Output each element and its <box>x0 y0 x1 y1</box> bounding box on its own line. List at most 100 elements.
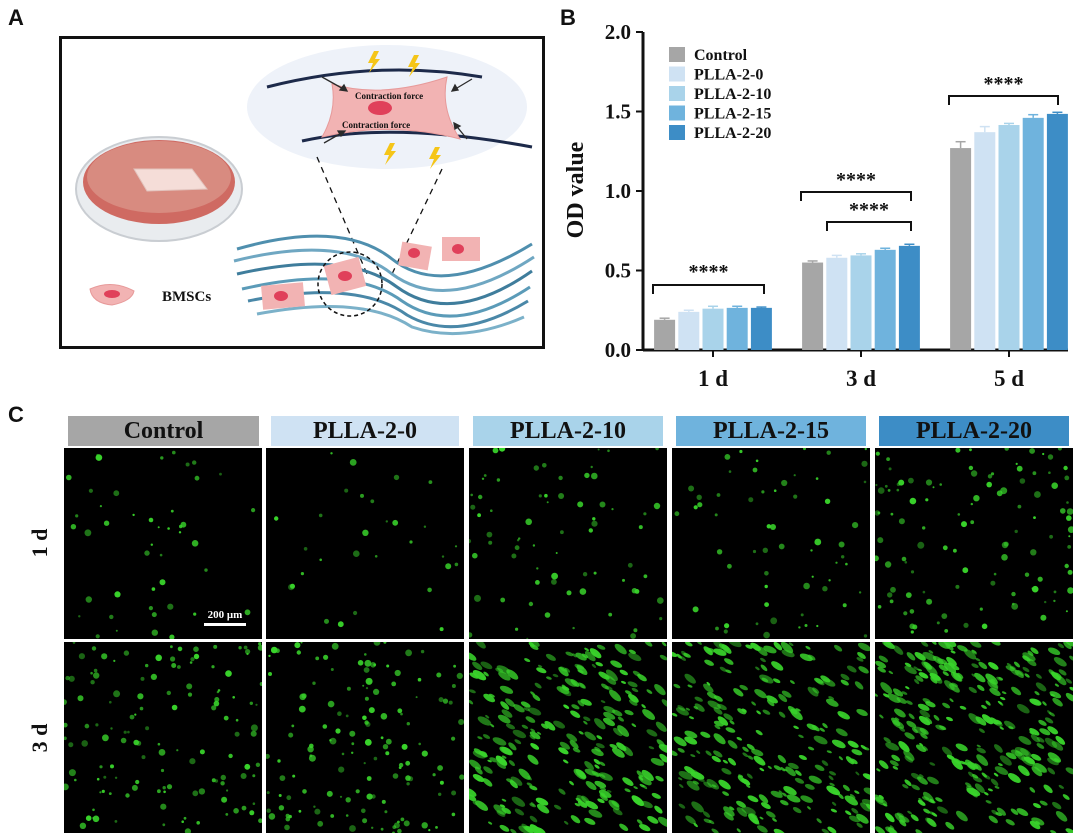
column-header-plla-2-20: PLLA-2-20 <box>879 416 1069 446</box>
cell-signal <box>736 800 746 808</box>
cell-signal <box>655 721 667 732</box>
cell-signal <box>583 716 591 722</box>
cell-signal <box>157 526 160 529</box>
cell-signal <box>973 495 980 502</box>
cell-signal <box>580 698 592 706</box>
cell-signal <box>691 801 704 813</box>
cell-signal <box>157 742 161 746</box>
cell-signal <box>78 615 81 618</box>
cell-signal <box>894 708 906 718</box>
cell-signal <box>544 720 556 731</box>
cell-signal <box>812 687 820 694</box>
cell-signal <box>942 545 948 551</box>
cell-signal <box>565 651 574 657</box>
cell-signal <box>918 672 929 679</box>
cell-signal <box>451 790 457 796</box>
cell-signal <box>694 703 705 712</box>
cell-signal <box>757 825 768 833</box>
cell-signal <box>741 708 747 712</box>
cell-signal <box>423 525 427 528</box>
cell-signal <box>854 790 860 794</box>
cell-signal <box>346 686 351 691</box>
cell-signal <box>609 689 622 702</box>
cell-signal <box>655 775 664 782</box>
cell-signal <box>759 816 764 820</box>
cell-signal <box>917 776 928 785</box>
cell-signal <box>599 761 606 766</box>
cell-signal <box>727 740 738 749</box>
cell-signal <box>1023 756 1035 765</box>
cell-signal <box>1013 661 1021 668</box>
cell-signal <box>385 520 388 523</box>
cell-signal <box>792 807 802 814</box>
cell-signal <box>380 827 384 831</box>
cell-signal <box>386 664 390 668</box>
cell-signal <box>397 828 402 833</box>
cell-signal <box>364 653 367 656</box>
cell-signal <box>1019 478 1026 484</box>
cell-signal <box>488 540 493 545</box>
cell-signal <box>109 700 112 704</box>
cell-signal <box>284 824 290 831</box>
cell-signal <box>1065 767 1073 775</box>
cell-signal <box>636 819 643 825</box>
cell-signal <box>778 543 785 550</box>
cell-signal <box>528 707 542 716</box>
cell-signal <box>721 767 732 775</box>
cell-signal <box>477 736 483 740</box>
cell-signal <box>696 750 701 754</box>
cell-signal <box>807 686 819 697</box>
cell-signal <box>846 665 857 673</box>
cell-signal <box>317 820 324 827</box>
cell-signal <box>814 538 822 546</box>
cell-signal <box>639 823 651 832</box>
cell-signal <box>624 788 631 793</box>
cell-signal <box>312 681 316 685</box>
significance-bracket <box>948 95 1059 105</box>
cell-signal <box>778 711 786 718</box>
cell-signal <box>640 800 653 809</box>
cell-signal <box>151 587 156 591</box>
cell-signal <box>1054 683 1059 687</box>
cell-signal <box>841 555 845 559</box>
cell-signal <box>687 684 693 688</box>
cell-signal <box>887 827 899 833</box>
bar <box>1046 113 1068 350</box>
cell-signal <box>969 642 982 648</box>
significance-label: **** <box>984 73 1024 95</box>
cell-signal <box>516 539 520 542</box>
cell-signal <box>777 754 787 764</box>
cell-signal <box>1003 541 1009 547</box>
cell-signal <box>981 704 987 709</box>
cell-signal <box>584 650 596 662</box>
cell-signal <box>596 644 606 650</box>
cell-signal <box>914 679 920 685</box>
fluorescence-image <box>875 448 1073 639</box>
cell-signal <box>219 472 222 476</box>
cell-signal <box>335 728 341 734</box>
cell-signal <box>1001 691 1007 695</box>
cell-signal <box>189 661 193 664</box>
cell-signal <box>773 678 781 684</box>
cell-signal <box>159 553 163 557</box>
cell-signal <box>383 642 387 644</box>
bar <box>678 311 700 350</box>
cell-signal <box>653 502 661 510</box>
cell-signal <box>1055 735 1066 745</box>
cell-signal <box>971 649 977 654</box>
cell-signal <box>1049 712 1055 717</box>
cell-signal <box>793 725 799 730</box>
cell-signal <box>920 642 929 647</box>
significance-bracket <box>800 191 912 201</box>
cell-signal <box>851 808 859 814</box>
cell-signal <box>1066 508 1073 515</box>
cell-signal <box>139 706 144 711</box>
cell-signal <box>252 774 256 778</box>
cell-signal <box>529 734 536 740</box>
cell-signal <box>987 679 999 691</box>
cell-signal <box>556 686 570 695</box>
cell-signal <box>193 653 200 660</box>
cell-signal <box>542 463 547 468</box>
cell-signal <box>428 480 433 484</box>
cell-signal <box>965 782 972 788</box>
